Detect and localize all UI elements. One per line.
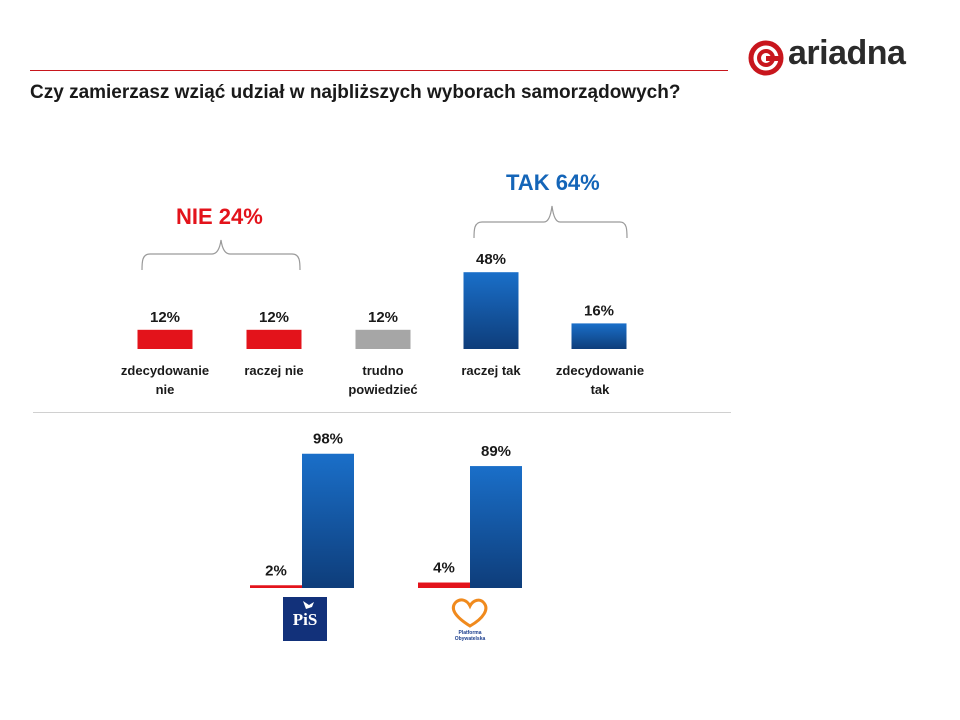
- brace-nie: [141, 239, 301, 271]
- pis-eagle-icon: [303, 601, 314, 609]
- brace-tak: [473, 205, 628, 239]
- bar-platforma-obywatelska-blue: [470, 466, 522, 588]
- ariadna-logo: ariadna: [746, 34, 946, 78]
- bar-zdecydowanie-tak: [571, 323, 627, 349]
- value-label-platforma-obywatelska-blue: 89%: [481, 443, 511, 460]
- bar-pis-red: [250, 585, 302, 588]
- category-label-zdecydowanie-nie: zdecydowanie nie: [120, 363, 210, 397]
- pis-logo-text: PiS: [292, 610, 318, 629]
- section-divider: [33, 412, 731, 413]
- chart-question: Czy zamierzasz wziąć udział w najbliższy…: [30, 82, 681, 103]
- bar-zdecydowanie-nie: [137, 329, 193, 349]
- value-label-raczej-tak: 48%: [476, 251, 506, 268]
- value-label-zdecydowanie-tak: 16%: [584, 302, 614, 319]
- platforma-obywatelska-logo-icon: Platforma Obywatelska: [440, 594, 500, 644]
- bar-platforma-obywatelska-red: [418, 582, 470, 588]
- value-label-raczej-nie: 12%: [259, 309, 289, 326]
- bar-raczej-nie: [246, 329, 302, 349]
- category-label-raczej-tak: raczej tak: [461, 363, 521, 378]
- value-label-platforma-obywatelska-red: 4%: [433, 560, 455, 577]
- value-label-zdecydowanie-nie: 12%: [150, 309, 180, 326]
- ariadna-wordmark: ariadna: [788, 34, 906, 72]
- value-label-pis-blue: 98%: [313, 431, 343, 448]
- po-logo-text: Platforma Obywatelska: [454, 630, 486, 642]
- category-label-raczej-nie: raczej nie: [244, 363, 304, 378]
- ariadna-ring-icon: [748, 40, 784, 76]
- pis-logo-icon: PiS: [283, 597, 327, 641]
- top-divider: [30, 70, 728, 71]
- bar-pis-blue: [302, 453, 354, 588]
- po-heart-icon: [451, 598, 488, 628]
- category-label-zdecydowanie-tak: zdecydowanie tak: [555, 363, 645, 397]
- value-label-trudno-powiedziec: 12%: [368, 309, 398, 326]
- category-label-trudno-powiedziec: trudno powiedzieć: [348, 363, 418, 397]
- group-label-nie: NIE 24%: [176, 204, 263, 229]
- value-label-pis-red: 2%: [265, 562, 287, 579]
- bar-trudno-powiedziec: [355, 329, 411, 349]
- group-label-tak: TAK 64%: [506, 170, 600, 195]
- bar-raczej-tak: [463, 272, 519, 349]
